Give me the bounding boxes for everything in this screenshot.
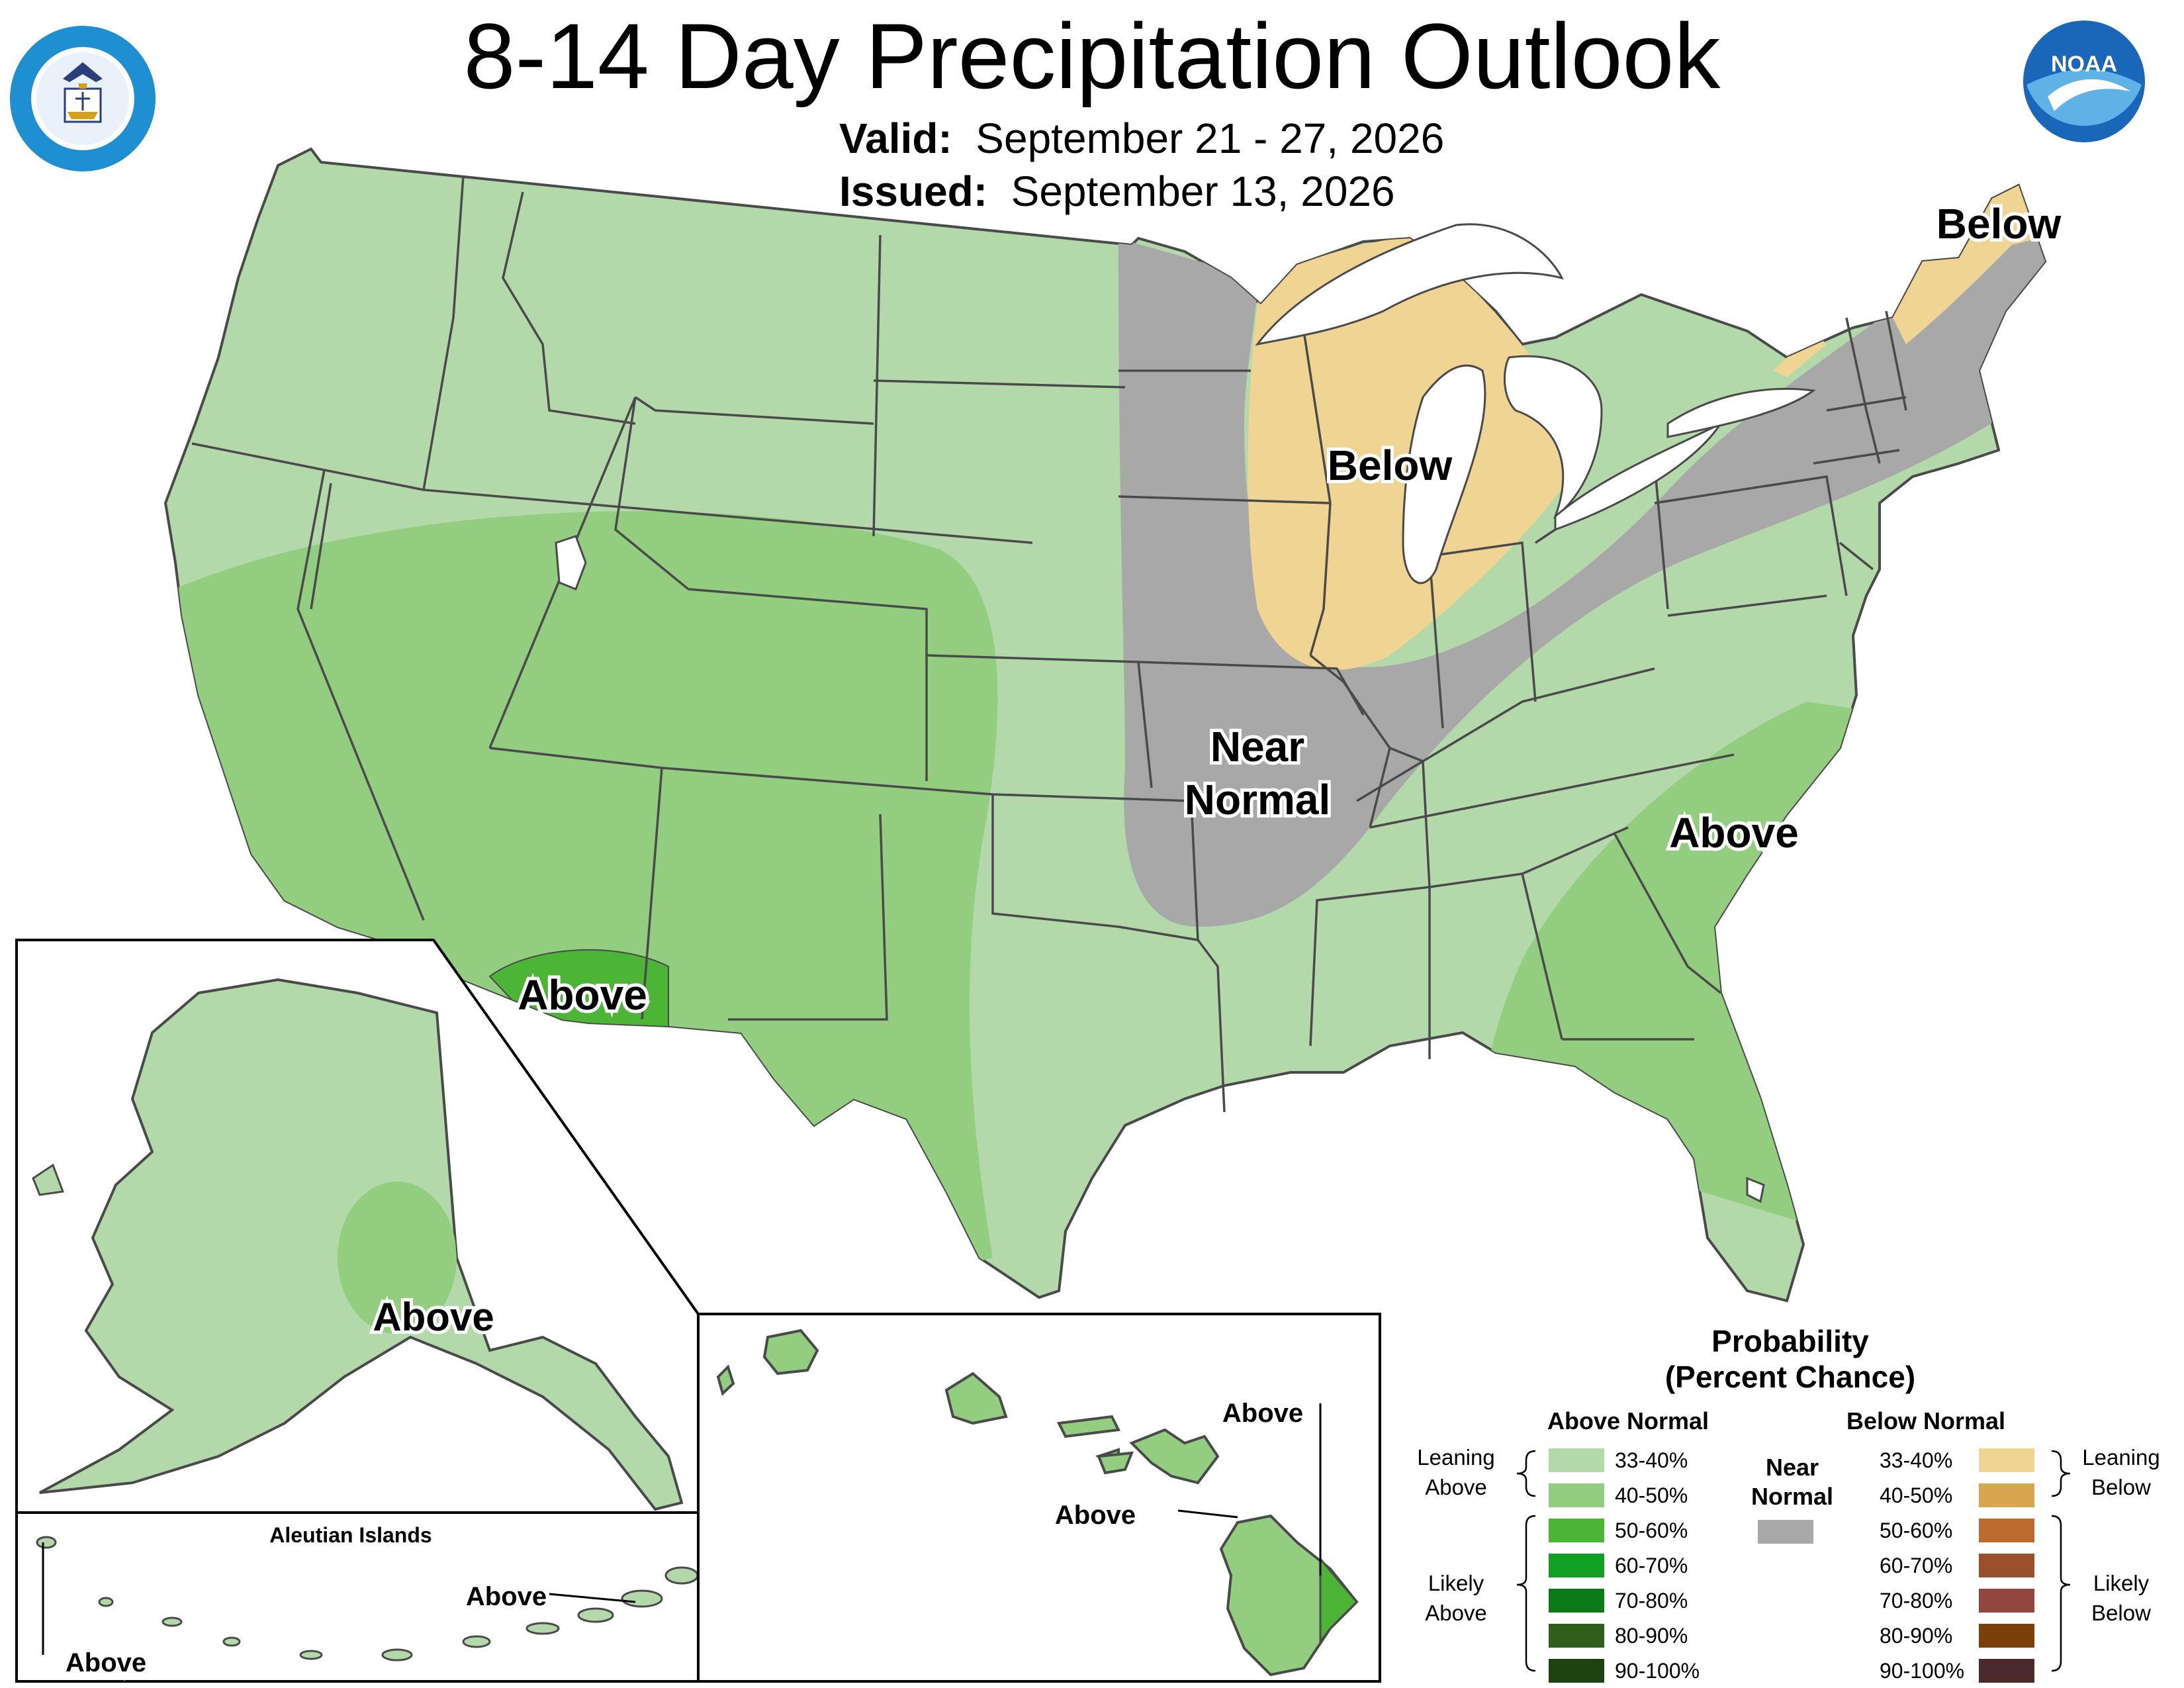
legend-below-swatch (1979, 1624, 2034, 1648)
legend-below-bin-label: 70-80% (1880, 1589, 1953, 1613)
legend-below-bin-label: 40-50% (1880, 1483, 1953, 1507)
alaska-inset (15, 939, 700, 1683)
issued-label: Issued: (839, 167, 988, 215)
legend-above-swatch (1549, 1659, 1604, 1683)
legend-above-swatch (1549, 1624, 1604, 1648)
legend-below-bin-label: 90-100% (1880, 1659, 1965, 1683)
issued-line: Issued: September 13, 2026 (839, 167, 1395, 216)
issued-date: September 13, 2026 (1011, 167, 1395, 215)
legend-below-swatch (1979, 1519, 2034, 1542)
label-below-midwest: Below (1328, 442, 1453, 489)
page-title: 8-14 Day Precipitation Outlook (463, 4, 1721, 108)
noaa-logo-text: NOAA (2051, 52, 2117, 77)
legend-near-swatch (1758, 1520, 1813, 1544)
label-near-normal-1: Near (1210, 723, 1304, 771)
legend-above-swatch (1549, 1519, 1604, 1542)
legend-below-swatch (1979, 1448, 2034, 1472)
label-aleutian-title: Aleutian Islands (269, 1523, 432, 1547)
hawaii-inset (697, 1313, 1381, 1683)
legend-above-swatch (1549, 1554, 1604, 1577)
valid-line: Valid: September 21 - 27, 2026 (839, 114, 1444, 163)
label-above-aleutian-east: Above (466, 1582, 547, 1611)
legend-above-bin-label: 60-70% (1615, 1554, 1688, 1577)
above-alaska-region (338, 1182, 457, 1334)
label-above-hawaii-east: Above (1222, 1399, 1303, 1428)
legend-below-swatch (1979, 1589, 2034, 1613)
legend-likely-above-1: Likely (1428, 1571, 1484, 1595)
legend-likely-below-1: Likely (2093, 1571, 2150, 1595)
legend-leaning-below: Leaning Below (2065, 1443, 2177, 1502)
legend-above-swatch (1549, 1483, 1604, 1507)
legend-above-bin-label: 70-80% (1615, 1589, 1688, 1613)
legend-near-header-2: Normal (1751, 1483, 1834, 1510)
legend-above-bin-label: 80-90% (1615, 1624, 1688, 1648)
legend: Probability (Percent Chance) Above Norma… (1403, 1317, 2184, 1688)
legend-below-swatch (1979, 1483, 2034, 1507)
legend-above-swatch (1549, 1448, 1604, 1472)
label-above-southwest: Above (518, 971, 647, 1019)
near-normal-region (1118, 172, 2045, 927)
great-lakes (555, 223, 1816, 1203)
below-maine-region (1893, 185, 2038, 344)
label-near-normal-2: Normal (1185, 776, 1331, 823)
state-borders (191, 175, 1907, 1113)
legend-leaning-below-2: Below (2091, 1474, 2151, 1499)
legend-title-2: (Percent Chance) (1664, 1360, 1916, 1394)
legend-near-header-1: Near (1765, 1454, 1819, 1481)
legend-above-bin-label: 40-50% (1615, 1483, 1688, 1507)
legend-title-1: Probability (1711, 1324, 1869, 1358)
label-below-maine: Below (1936, 200, 2062, 248)
legend-braces (1516, 1450, 2071, 1672)
legend-likely-below: Likely Below (2065, 1569, 2177, 1628)
legend-above-bin-label: 33-40% (1615, 1448, 1688, 1472)
legend-below-bin-label: 60-70% (1880, 1554, 1953, 1577)
legend-below-bin-label: 80-90% (1880, 1624, 1953, 1648)
department-of-commerce-seal (10, 26, 156, 171)
legend-below-bin-label: 33-40% (1880, 1448, 1953, 1472)
legend-leaning-above: Leaning Above (1403, 1443, 1509, 1502)
label-above-hawaii-central: Above (1055, 1501, 1136, 1530)
legend-above-swatch (1549, 1589, 1604, 1613)
legend-leaning-above-1: Leaning (1417, 1445, 1495, 1470)
above-hawaii-strong (1319, 1556, 1359, 1645)
legend-leaning-above-2: Above (1425, 1474, 1487, 1499)
label-above-alaska: Above (373, 1295, 494, 1339)
legend-below-bin-label: 50-60% (1880, 1519, 1953, 1542)
valid-dates: September 21 - 27, 2026 (976, 115, 1445, 162)
noaa-logo: NOAA (2023, 21, 2145, 142)
legend-likely-below-2: Below (2091, 1600, 2151, 1625)
legend-leaning-below-1: Leaning (2082, 1445, 2160, 1470)
legend-below-swatch (1979, 1554, 2034, 1577)
legend-likely-above-2: Above (1425, 1600, 1487, 1625)
valid-label: Valid: (839, 115, 952, 162)
legend-likely-above: Likely Above (1403, 1569, 1509, 1628)
label-above-southeast: Above (1669, 809, 1799, 857)
legend-below-swatch (1979, 1659, 2034, 1683)
legend-above-header: Above Normal (1547, 1407, 1709, 1434)
legend-above-bin-label: 50-60% (1615, 1519, 1688, 1542)
legend-above-bin-label: 90-100% (1615, 1659, 1700, 1683)
legend-below-header: Below Normal (1846, 1407, 2006, 1434)
label-above-aleutian-west: Above (66, 1648, 146, 1677)
